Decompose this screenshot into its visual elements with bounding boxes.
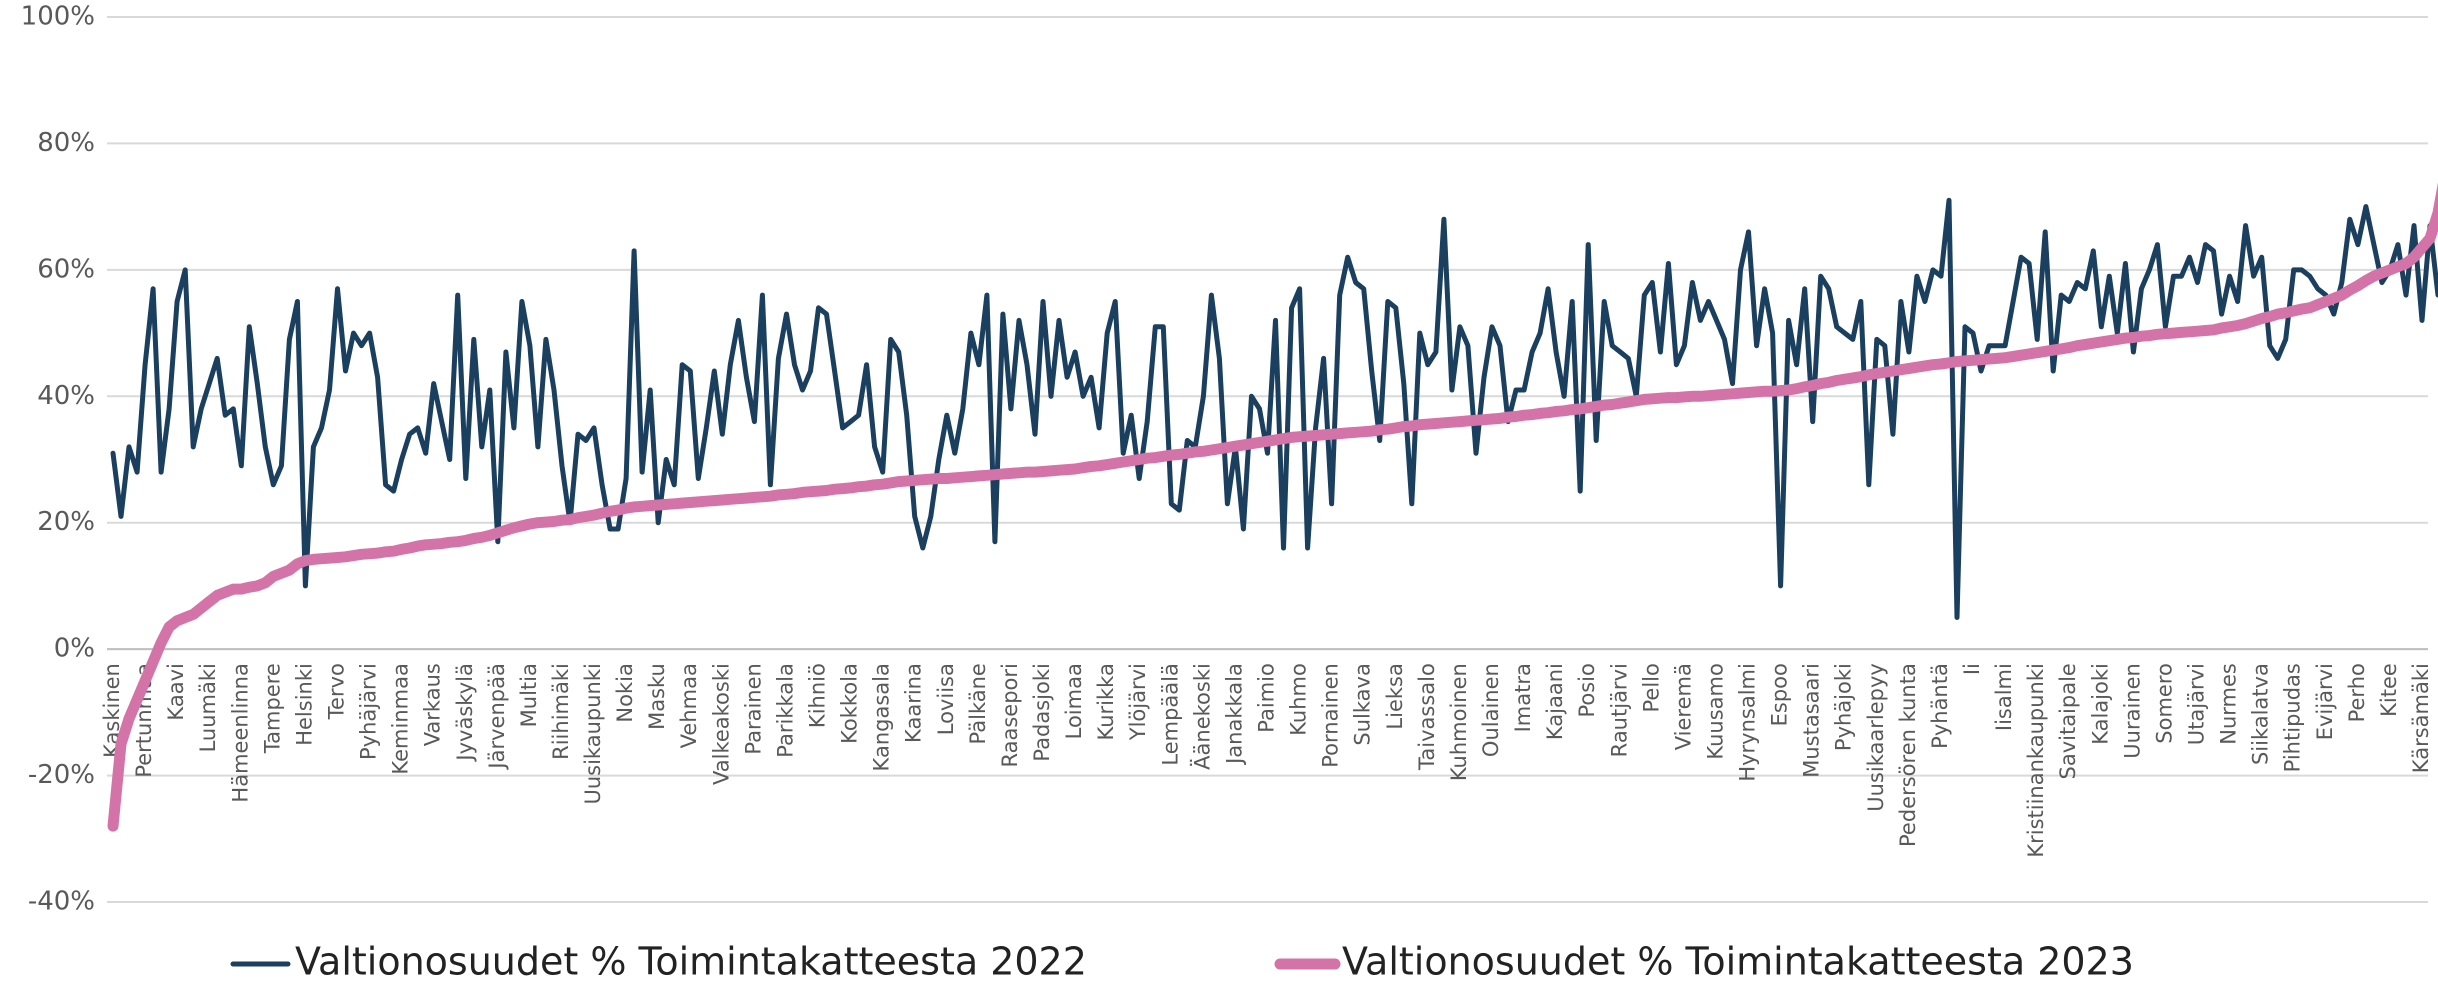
series-line — [107, 182, 2438, 832]
y-tick-label: 80% — [37, 128, 95, 158]
x-tick-label: Iisalmi — [1992, 663, 2016, 731]
y-tick-label: 60% — [37, 254, 95, 284]
x-tick-label: Kihniö — [806, 663, 830, 728]
x-tick-label: Kärsämäki — [2409, 663, 2433, 773]
x-tick-label: Pedersören kunta — [1896, 663, 1920, 847]
series-line — [110, 197, 2438, 620]
legend-label: Valtionosuudet % Toimintakatteesta 2022 — [295, 940, 1087, 984]
x-tick-label: Äänekoski — [1189, 663, 1214, 770]
x-tick-label: Hämeenlinna — [228, 663, 252, 802]
x-tick-label: Uusikaarlepyy — [1864, 663, 1888, 812]
x-tick-label: Imatra — [1511, 663, 1535, 732]
x-tick-label: Tervo — [324, 663, 348, 720]
x-tick-label: Espoo — [1768, 663, 1792, 726]
x-tick-label: Tampere — [260, 663, 284, 754]
x-tick-label: Pälkäne — [966, 663, 990, 744]
x-tick-label: Uurainen — [2120, 663, 2144, 759]
x-tick-label: Riihimäki — [549, 663, 573, 760]
x-tick-label: Järvenpää — [485, 663, 509, 770]
x-tick-label: Evijärvi — [2313, 663, 2337, 740]
x-tick-label: Vehmaa — [677, 663, 701, 748]
legend-label: Valtionosuudet % Toimintakatteesta 2023 — [1342, 940, 2134, 984]
x-tick-label: Posio — [1575, 663, 1599, 717]
x-tick-label: Pello — [1639, 663, 1663, 712]
x-tick-label: Kurikka — [1094, 663, 1118, 740]
y-tick-label: -20% — [28, 760, 95, 790]
x-tick-label: Paimio — [1255, 663, 1279, 733]
x-tick-label: Lempäälä — [1158, 663, 1182, 765]
x-tick-label: Somero — [2152, 663, 2176, 744]
x-tick-label: Kangasala — [870, 663, 894, 771]
x-tick-label: Hyrynsalmi — [1736, 663, 1760, 782]
y-tick-label: -40% — [28, 887, 95, 917]
y-tick-label: 0% — [54, 634, 95, 664]
x-tick-label: Loviisa — [934, 663, 958, 735]
y-tick-label: 100% — [21, 2, 95, 32]
x-tick-label: Padasjoki — [1030, 663, 1054, 761]
x-tick-label: Taivassalo — [1415, 663, 1439, 771]
x-tick-label: Helsinki — [292, 663, 316, 746]
x-tick-label: Parikkala — [773, 663, 797, 758]
x-tick-label: Kristiinankaupunki — [2024, 663, 2048, 858]
x-tick-label: Ii — [1960, 663, 1984, 675]
x-tick-label: Kalajoki — [2088, 663, 2112, 745]
x-tick-label: Keminmaa — [389, 663, 413, 774]
x-tick-label: Pyhäntä — [1928, 663, 1952, 749]
x-tick-label: Kuusamo — [1703, 663, 1727, 759]
y-tick-label: 40% — [37, 381, 95, 411]
x-tick-label: Raasepori — [998, 663, 1022, 767]
x-tick-label: Parainen — [741, 663, 765, 754]
x-tick-label: Perho — [2345, 663, 2369, 722]
x-tick-label: Oulainen — [1479, 663, 1503, 757]
x-tick-label: Nurmes — [2217, 663, 2241, 745]
x-tick-label: Kokkola — [838, 663, 862, 744]
x-tick-label: Vieremä — [1671, 663, 1695, 750]
x-tick-label: Pyhäjärvi — [357, 663, 381, 760]
x-tick-label: Loimaa — [1062, 663, 1086, 739]
x-tick-label: Masku — [645, 663, 669, 730]
x-tick-label: Pornainen — [1319, 663, 1343, 768]
x-tick-label: Savitaipale — [2056, 663, 2080, 779]
x-tick-label: Uusikaupunki — [581, 663, 605, 804]
x-tick-label: Kaavi — [164, 663, 188, 720]
x-tick-label: Kajaani — [1543, 663, 1567, 740]
y-tick-label: 20% — [37, 507, 95, 537]
x-tick-label: Pihtipudas — [2281, 663, 2305, 772]
x-tick-label: Valkeakoski — [709, 663, 733, 785]
x-tick-label: Kuhmoinen — [1447, 663, 1471, 781]
x-tick-label: Pyhäjoki — [1832, 663, 1856, 751]
x-tick-label: Ylöjärvi — [1126, 663, 1150, 741]
x-tick-label: Lieksa — [1383, 663, 1407, 729]
x-tick-label: Siikalatva — [2249, 663, 2273, 765]
x-tick-label: Mustasaari — [1800, 663, 1824, 778]
x-tick-label: Kitee — [2377, 663, 2401, 717]
x-tick-label: Janakkala — [1222, 663, 1246, 766]
x-tick-label: Kuhmo — [1287, 663, 1311, 736]
x-tick-label: Sulkava — [1351, 663, 1375, 745]
x-tick-label: Luumäki — [196, 663, 220, 752]
x-tick-label: Multia — [517, 663, 541, 727]
x-tick-label: Jyväskylä — [453, 663, 477, 762]
x-tick-label: Kaarina — [902, 663, 926, 743]
x-tick-label: Varkaus — [421, 663, 445, 746]
x-tick-label: Nokia — [613, 663, 637, 722]
x-tick-label: Utajärvi — [2185, 663, 2209, 745]
x-tick-label: Rautjärvi — [1607, 663, 1631, 757]
